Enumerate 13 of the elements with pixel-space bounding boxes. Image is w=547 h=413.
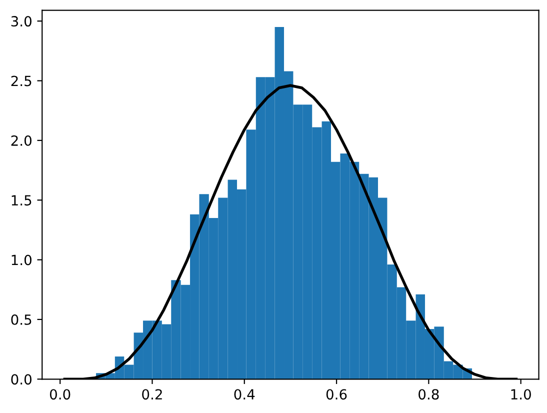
x-tick-label: 1.0 [511, 389, 531, 400]
y-tick-label: 1.5 [12, 195, 32, 206]
y-tick-label: 0.0 [11, 374, 32, 385]
x-tick-label: 0.6 [326, 389, 347, 400]
y-tick-label: 2.0 [11, 135, 32, 146]
y-tick-label: 3.0 [11, 16, 32, 27]
x-tick-label: 0.4 [234, 389, 255, 400]
x-tick-label: 0.8 [418, 389, 439, 400]
x-tick-label: 0.2 [142, 389, 162, 400]
y-tick-label: 0.5 [11, 314, 32, 325]
y-tick-label: 2.5 [11, 76, 32, 86]
y-tick-label: 1.0 [12, 254, 32, 266]
x-tick-label: 0.0 [50, 389, 70, 400]
